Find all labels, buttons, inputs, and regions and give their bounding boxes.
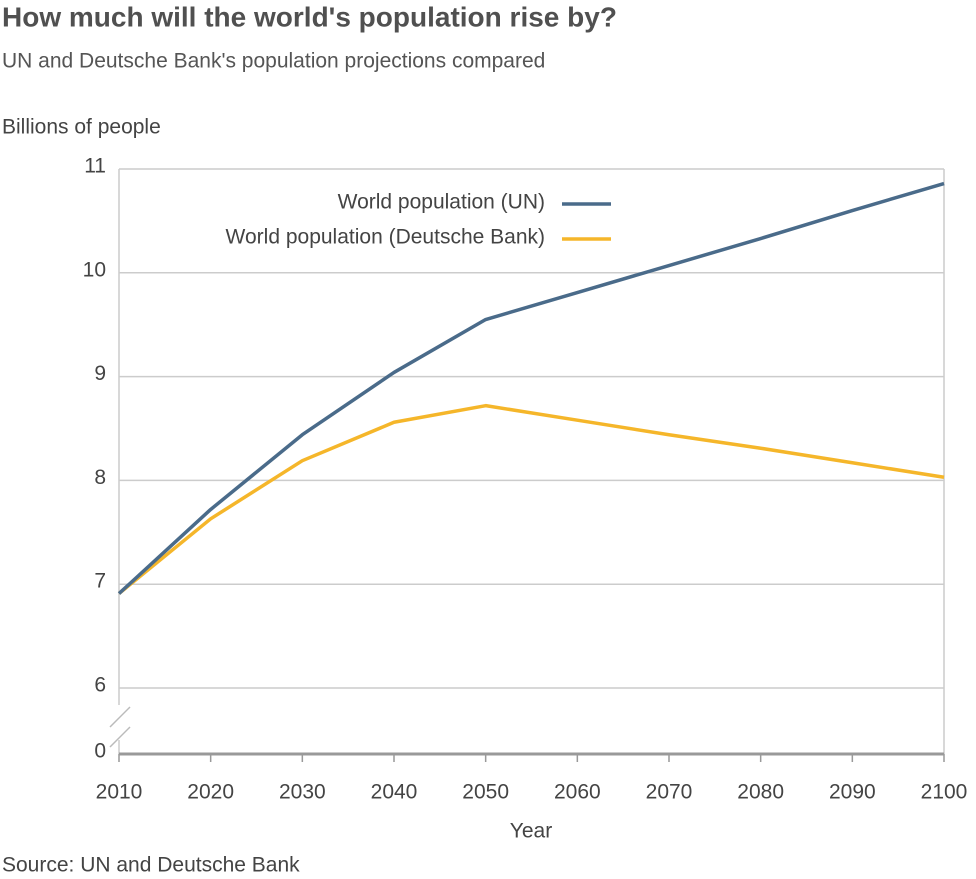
y-tick-label: 0 xyxy=(94,740,106,763)
x-tick-label: 2030 xyxy=(279,781,326,804)
x-tick-label: 2080 xyxy=(737,781,784,804)
y-tick-label: 8 xyxy=(94,466,106,489)
x-tick-label: 2020 xyxy=(187,781,234,804)
series-line xyxy=(117,181,945,595)
chart-title: How much will the world's population ris… xyxy=(2,1,617,32)
axis-break xyxy=(109,726,131,748)
source: Source: UN and Deutsche Bank xyxy=(2,854,300,877)
x-tick-label: 2040 xyxy=(371,781,418,804)
axis-break xyxy=(109,706,131,728)
x-tick-label: 2100 xyxy=(921,781,968,804)
x-tick-label: 2090 xyxy=(829,781,876,804)
x-tick-label: 2010 xyxy=(96,781,143,804)
y-tick-label: 11 xyxy=(84,155,106,178)
y-tick-label: 10 xyxy=(83,258,106,281)
y-tick-label: 6 xyxy=(94,674,106,697)
legend-label: World population (Deutsche Bank) xyxy=(226,226,545,249)
y-axis-label: Billions of people xyxy=(2,116,161,139)
x-tick-label: 2050 xyxy=(462,781,509,804)
y-tick-label: 9 xyxy=(94,362,106,385)
x-tick-label: 2060 xyxy=(554,781,601,804)
x-tick-label: 2070 xyxy=(646,781,693,804)
chart-subtitle: UN and Deutsche Bank's population projec… xyxy=(2,50,545,73)
legend-label: World population (UN) xyxy=(338,191,545,214)
series-line xyxy=(117,403,945,595)
x-axis-label: Year xyxy=(510,820,552,843)
y-tick-label: 7 xyxy=(94,570,106,593)
